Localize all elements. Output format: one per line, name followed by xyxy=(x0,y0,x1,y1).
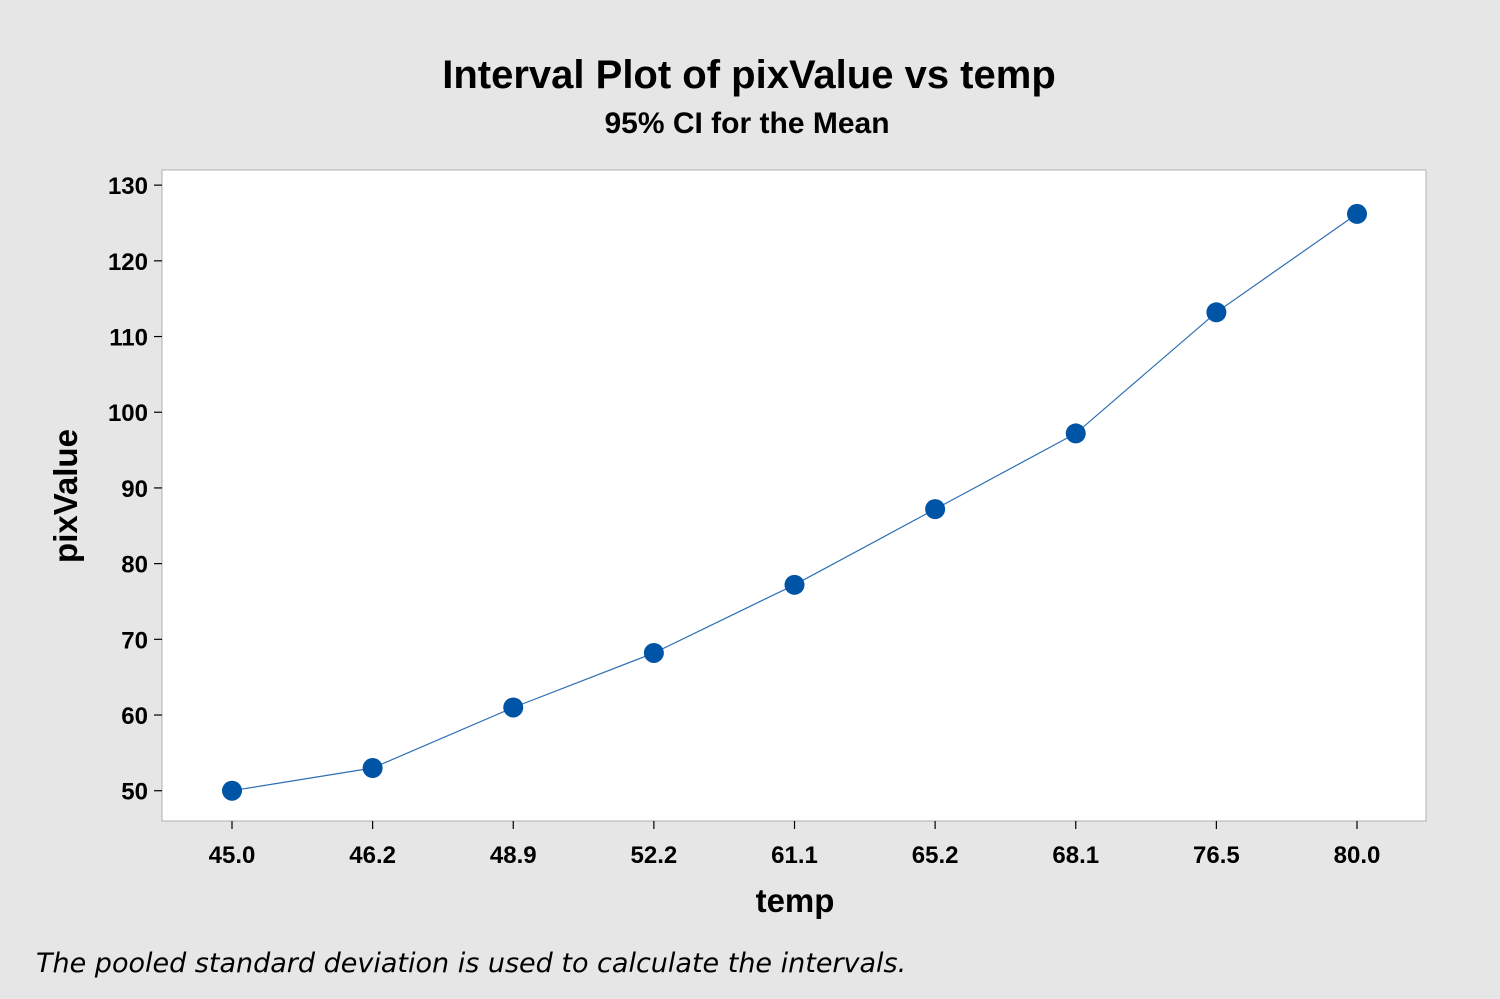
x-tick-label: 52.2 xyxy=(631,842,678,869)
x-axis-title: temp xyxy=(756,882,835,919)
y-tick-label: 50 xyxy=(121,779,148,806)
series-layer xyxy=(222,203,1367,801)
x-tick-label: 80.0 xyxy=(1334,842,1381,869)
data-point xyxy=(1347,203,1367,224)
y-tick-label: 80 xyxy=(121,552,148,579)
y-axis: 50 60 70 80 90 100 110 120 130 xyxy=(108,173,162,806)
data-point xyxy=(1206,302,1227,323)
x-tick-label: 45.0 xyxy=(209,842,256,869)
data-point xyxy=(643,642,664,663)
y-tick-label: 70 xyxy=(121,627,148,654)
plot-area xyxy=(161,169,1427,822)
x-tick-label: 61.1 xyxy=(771,842,818,869)
y-tick-label: 120 xyxy=(108,249,148,276)
y-tick-label: 110 xyxy=(109,325,148,352)
chart-title: Interval Plot of pixValue vs temp xyxy=(442,53,1056,97)
x-tick-label: 65.2 xyxy=(912,842,959,869)
y-tick-label: 60 xyxy=(121,703,148,730)
chart-subtitle: 95% CI for the Mean xyxy=(604,107,889,140)
x-tick-label: 48.9 xyxy=(490,842,537,869)
chart-footnote: The pooled standard deviation is used to… xyxy=(36,948,906,979)
data-point xyxy=(925,499,946,520)
data-point xyxy=(784,574,805,595)
x-tick-label: 76.5 xyxy=(1193,842,1240,869)
y-tick-label: 130 xyxy=(108,173,148,200)
y-axis-title: pixValue xyxy=(47,429,84,563)
x-tick-label: 46.2 xyxy=(349,842,396,869)
data-point xyxy=(1065,423,1086,444)
data-point xyxy=(222,780,242,801)
y-tick-label: 90 xyxy=(121,476,148,503)
y-tick-label: 100 xyxy=(108,400,148,427)
x-tick-label: 68.1 xyxy=(1052,842,1099,869)
data-point xyxy=(362,758,383,779)
x-axis: 45.0 46.2 48.9 52.2 61.1 65.2 68.1 76.5 80.0 xyxy=(209,821,1381,869)
data-point xyxy=(503,697,524,718)
